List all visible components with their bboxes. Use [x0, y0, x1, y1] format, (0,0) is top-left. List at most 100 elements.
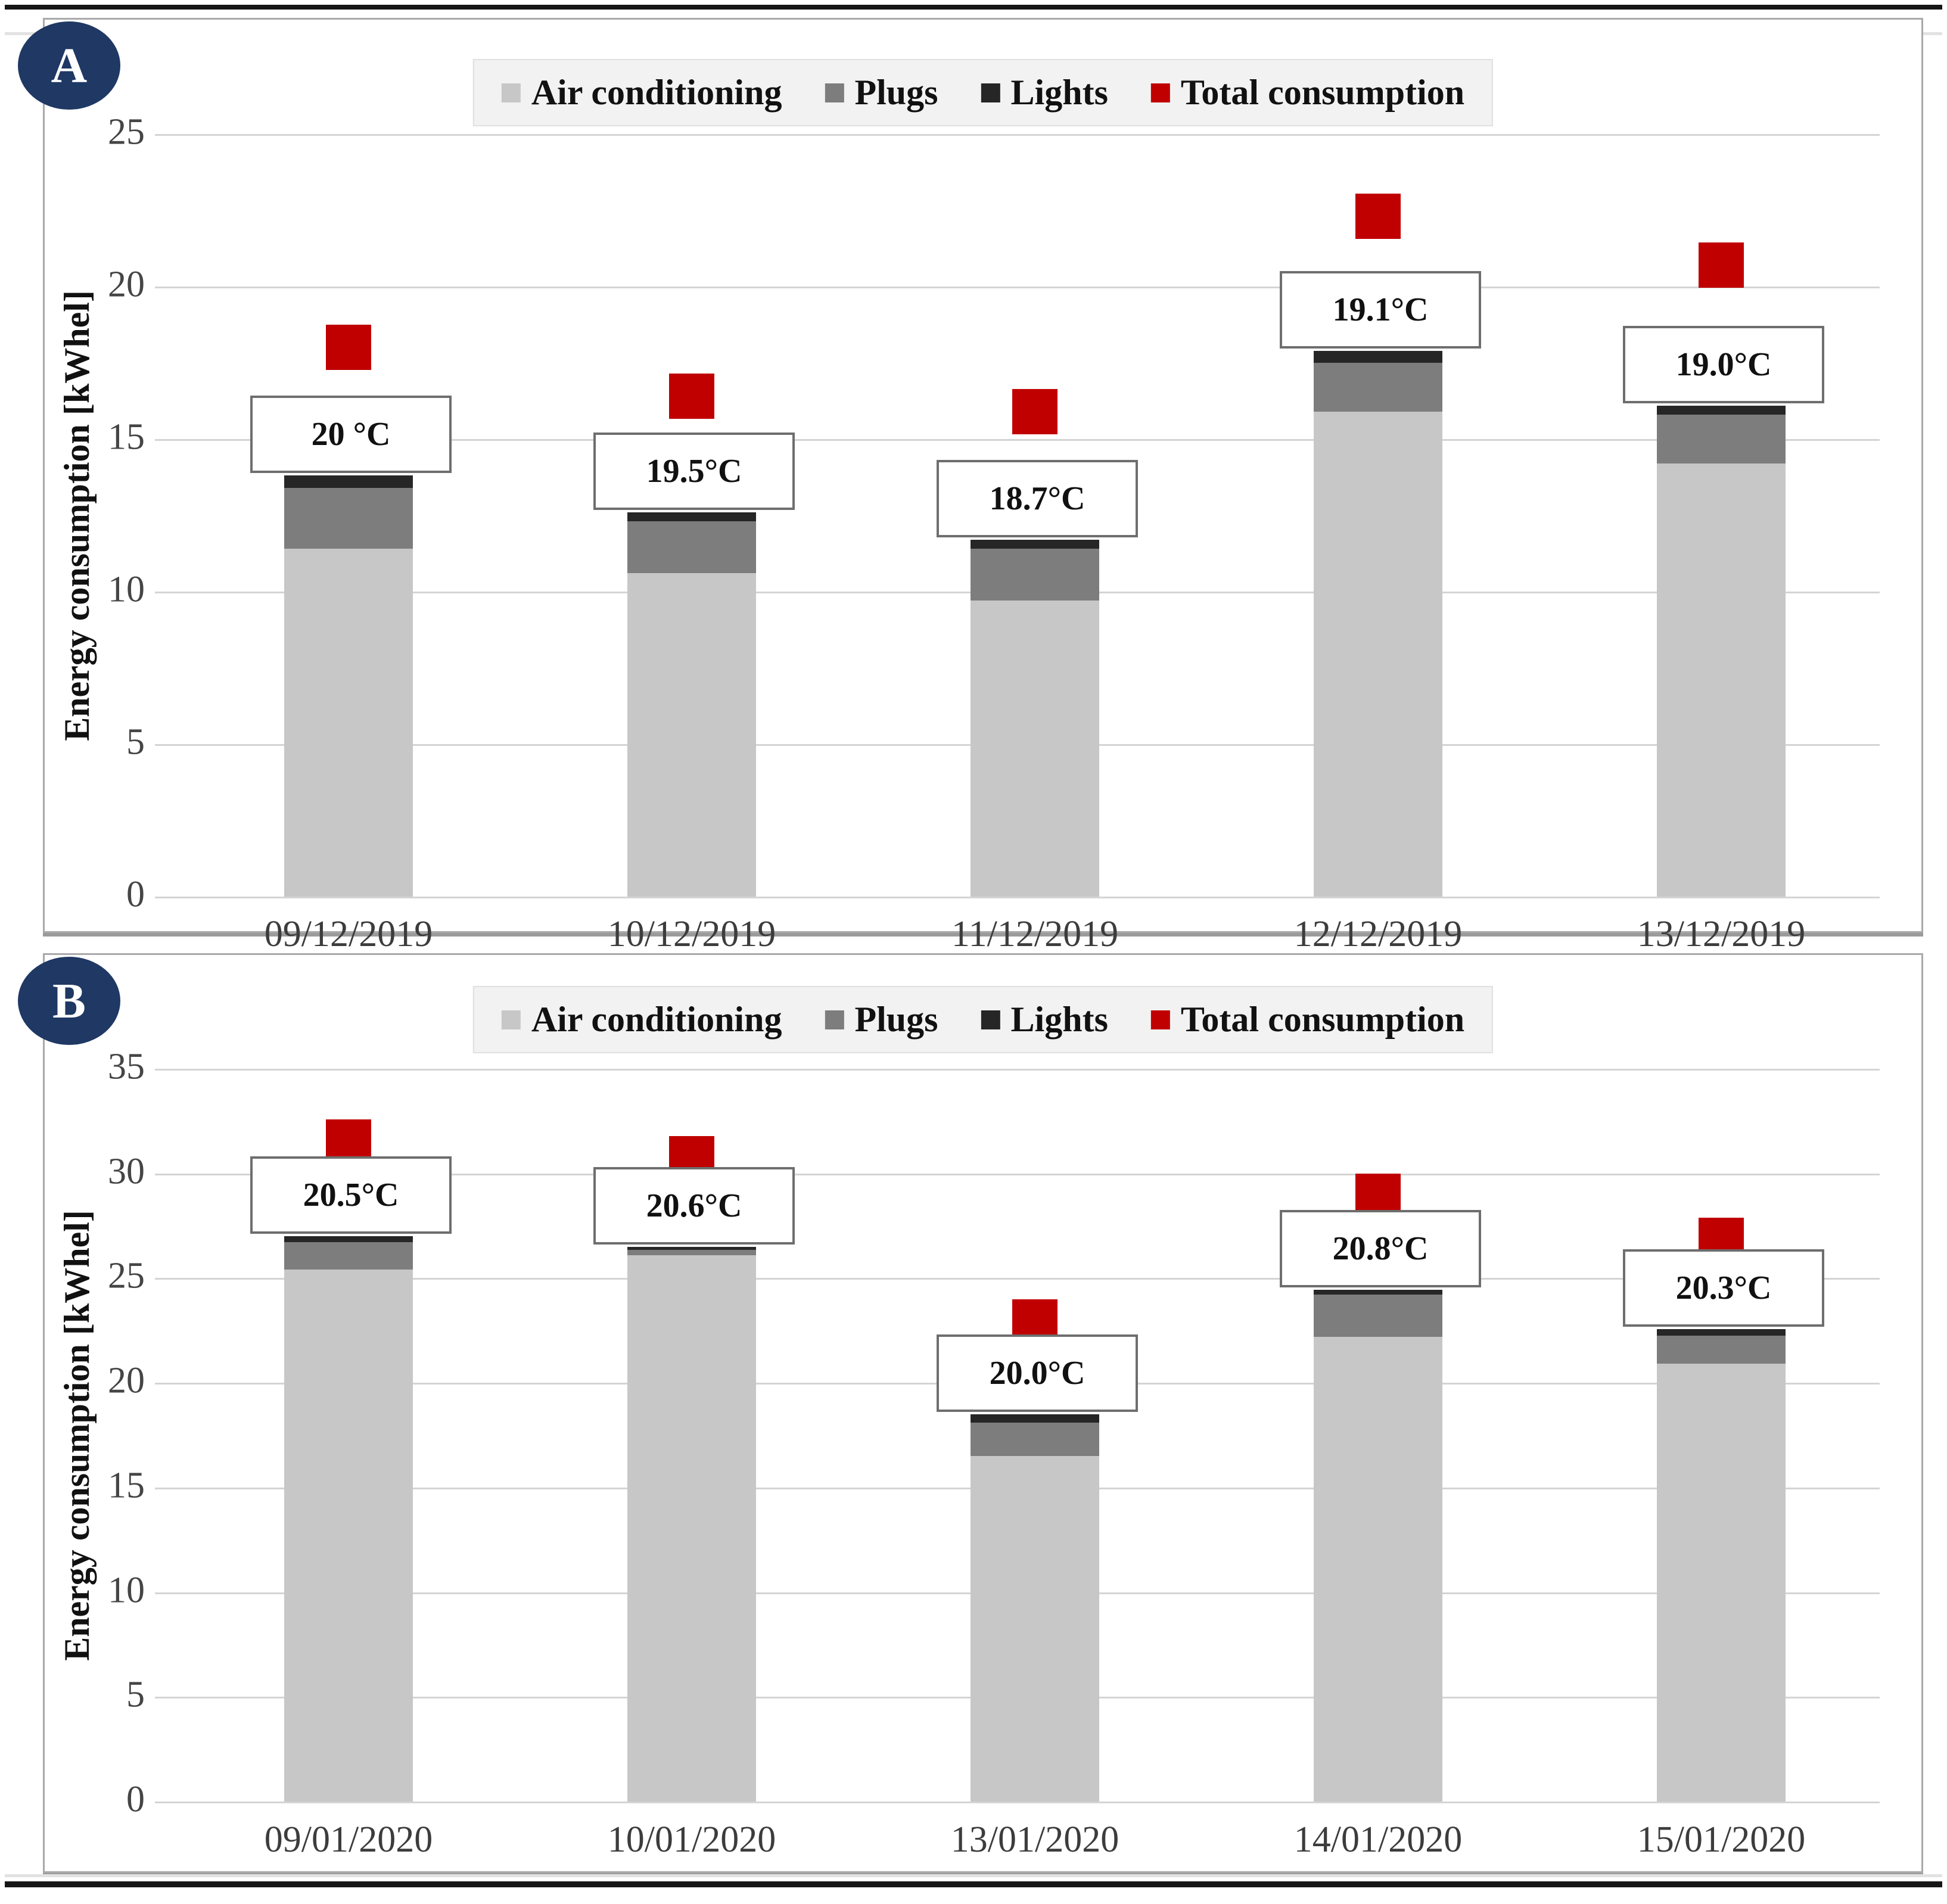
plugs-swatch-icon — [825, 1010, 844, 1029]
x-tick-label: 13/01/2020 — [950, 1819, 1119, 1860]
legend-panel-b: Air conditioning Plugs Lights Total cons… — [472, 986, 1494, 1053]
legend-label: Air conditioning — [531, 73, 782, 112]
gridline — [155, 439, 1880, 441]
bottom-border-rule — [5, 1881, 1942, 1887]
air-conditioning-swatch-icon — [501, 83, 521, 102]
bar-segment-air-conditioning — [284, 549, 413, 897]
legend-item-total-consumption: Total consumption — [1150, 72, 1465, 113]
panel-a: Air conditioning Plugs Lights Total cons… — [43, 18, 1923, 954]
legend-label: Lights — [1010, 1000, 1108, 1039]
temperature-label: 20.6°C — [593, 1166, 795, 1245]
y-tick-label: 25 — [108, 111, 145, 153]
bar-segment-lights — [1314, 1289, 1442, 1295]
total-consumption-marker — [1699, 242, 1744, 288]
x-tick-label: 10/01/2020 — [607, 1819, 776, 1860]
gridline — [155, 134, 1880, 136]
legend-label: Plugs — [854, 1000, 938, 1039]
bar-segment-plugs — [1314, 1295, 1442, 1337]
bar-segment-lights — [1657, 405, 1786, 415]
panel-b-letter: B — [52, 973, 86, 1029]
bar-segment-lights — [1657, 1329, 1786, 1336]
y-tick-label: 5 — [126, 1674, 145, 1715]
panel-b-badge: B — [18, 957, 120, 1045]
bar-segment-lights — [1314, 350, 1442, 363]
temperature-label: 20 °C — [250, 396, 452, 474]
y-tick-label: 15 — [108, 416, 145, 458]
y-axis-title-panel-a: Energy consumption [kWhel] — [57, 290, 97, 741]
legend-item-plugs: Plugs — [825, 72, 938, 113]
y-tick-label: 25 — [108, 1255, 145, 1296]
gridline — [155, 1802, 1880, 1803]
bar-segment-lights — [627, 1246, 756, 1250]
legend-item-lights: Lights — [981, 72, 1108, 113]
temperature-label: 19.1°C — [1280, 270, 1481, 349]
y-tick-label: 35 — [108, 1046, 145, 1087]
legend-label: Air conditioning — [531, 1000, 782, 1039]
x-tick-label: 14/01/2020 — [1293, 1819, 1463, 1860]
x-tick-label: 15/01/2020 — [1637, 1819, 1806, 1860]
top-border-rule — [5, 5, 1942, 10]
legend-item-air-conditioning: Air conditioning — [501, 999, 782, 1040]
legend-item-air-conditioning: Air conditioning — [501, 72, 782, 113]
y-tick-label: 30 — [108, 1151, 145, 1192]
bar-segment-air-conditioning — [1657, 1364, 1786, 1802]
panel-b: Air conditioning Plugs Lights Total cons… — [43, 953, 1923, 1873]
bar-segment-air-conditioning — [1314, 411, 1442, 897]
bar-segment-plugs — [971, 549, 1099, 601]
lights-swatch-icon — [981, 83, 1000, 102]
legend-label: Total consumption — [1180, 73, 1465, 112]
bar-segment-air-conditioning — [1657, 463, 1786, 897]
y-tick-label: 0 — [126, 1779, 145, 1820]
temperature-label: 19.0°C — [1623, 325, 1824, 403]
x-tick-label: 09/01/2020 — [264, 1819, 433, 1860]
bar-segment-plugs — [1657, 415, 1786, 463]
total-consumption-swatch-icon — [1150, 83, 1170, 102]
temperature-label: 20.3°C — [1623, 1249, 1824, 1327]
panel-a-badge: A — [18, 21, 120, 110]
temperature-label: 18.7°C — [937, 459, 1138, 537]
gridline — [155, 287, 1880, 288]
total-consumption-marker — [1012, 388, 1058, 434]
bar-segment-plugs — [627, 1249, 756, 1255]
x-tick-label: 11/12/2019 — [951, 914, 1119, 954]
gridline — [155, 1173, 1880, 1175]
bar-segment-plugs — [1314, 363, 1442, 412]
bar-segment-air-conditioning — [284, 1270, 413, 1802]
temperature-label: 20.8°C — [1280, 1209, 1481, 1287]
air-conditioning-swatch-icon — [501, 1010, 521, 1029]
bar-segment-lights — [284, 1236, 413, 1243]
bar-segment-air-conditioning — [627, 573, 756, 897]
panel-a-letter: A — [51, 38, 88, 94]
bar-segment-air-conditioning — [627, 1255, 756, 1802]
y-axis-title-panel-b: Energy consumption [kWhel] — [57, 1209, 97, 1661]
bar-segment-lights — [284, 475, 413, 488]
legend-label: Total consumption — [1180, 1000, 1465, 1039]
y-tick-label: 10 — [108, 569, 145, 610]
bar-segment-plugs — [627, 521, 756, 574]
bar-segment-lights — [627, 512, 756, 522]
bar-segment-lights — [971, 539, 1099, 549]
y-tick-label: 15 — [108, 1465, 145, 1506]
plot-area-panel-a: 0 5 10 15 20 25 09/12/2019 20 °C 10/12/2019 19.5°… — [45, 20, 1921, 954]
bar-segment-air-conditioning — [971, 1456, 1099, 1802]
y-tick-label: 20 — [108, 1360, 145, 1401]
temperature-label: 20.5°C — [250, 1156, 452, 1234]
y-tick-label: 10 — [108, 1570, 145, 1611]
gridline — [155, 1278, 1880, 1280]
temperature-label: 20.0°C — [937, 1334, 1138, 1412]
temperature-label: 19.5°C — [593, 432, 795, 510]
legend-item-lights: Lights — [981, 999, 1108, 1040]
plot-area-panel-b: 0 5 10 15 20 25 30 35 09/01/2020 20.5°C 10/01/2020… — [45, 955, 1921, 1871]
legend-item-plugs: Plugs — [825, 999, 938, 1040]
x-tick-label: 12/12/2019 — [1293, 914, 1463, 954]
bar-segment-air-conditioning — [1314, 1336, 1442, 1802]
x-tick-label: 09/12/2019 — [264, 914, 433, 954]
x-tick-label: 10/12/2019 — [607, 914, 776, 954]
plugs-swatch-icon — [825, 83, 844, 102]
bar-segment-air-conditioning — [971, 601, 1099, 897]
total-consumption-marker — [326, 325, 371, 371]
legend-panel-a: Air conditioning Plugs Lights Total cons… — [472, 59, 1494, 126]
legend-label: Plugs — [854, 73, 938, 112]
y-tick-label: 0 — [126, 874, 145, 915]
